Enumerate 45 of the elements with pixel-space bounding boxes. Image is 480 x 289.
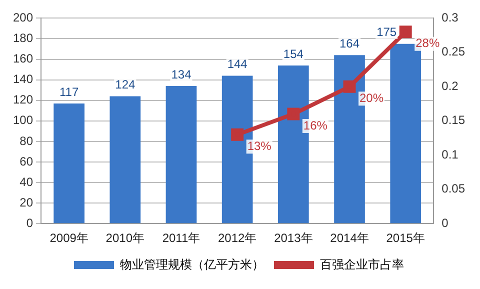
point [343, 80, 356, 93]
point [399, 26, 412, 38]
x-tick-label: 2012年 [218, 231, 257, 246]
x-tick-label: 2009年 [50, 231, 88, 246]
y2-tick-label: 0.05 [442, 182, 466, 196]
bar [110, 96, 141, 224]
y2-tick-label: 0 [442, 216, 449, 230]
y-tick-label: 180 [12, 31, 34, 46]
data-label: 20% [360, 90, 384, 105]
x-tick-label: 2013年 [274, 231, 313, 246]
y-tick-label: 140 [12, 72, 34, 86]
y-tick-label: 160 [12, 52, 34, 66]
x-tick-label: 2015年 [386, 231, 425, 246]
point [287, 108, 300, 120]
bar [166, 86, 197, 224]
y2-tick-label: 0.2 [442, 78, 459, 93]
data-label: 144 [227, 57, 248, 72]
y-tick-label: 120 [12, 92, 34, 107]
y-tick-label: 80 [20, 134, 34, 148]
data-label: 16% [303, 118, 328, 132]
x-tick-label: 2011年 [162, 231, 200, 246]
y2-tick-label: 0.25 [442, 44, 466, 59]
x-tick-label: 2014年 [330, 231, 369, 246]
y2-tick-label: 0.15 [442, 113, 466, 128]
y-tick-label: 40 [20, 174, 34, 189]
data-label: 28% [416, 36, 440, 50]
data-label: 164 [340, 36, 360, 50]
y-tick-label: 100 [12, 113, 34, 128]
y-tick-label: 60 [20, 154, 34, 168]
y-tick-label: 0 [26, 216, 34, 230]
legend-label: 百强企业市占率 [320, 257, 404, 272]
data-label: 134 [171, 67, 192, 82]
point [231, 128, 244, 141]
data-label: 154 [283, 46, 304, 61]
y2-tick-label: 0.3 [442, 10, 459, 25]
bar [54, 103, 84, 224]
data-label: 117 [60, 84, 79, 99]
x-tick-label: 2010年 [106, 231, 145, 246]
legend-label: 物业管理规模（亿平方米） [120, 257, 264, 272]
data-label: 124 [115, 78, 136, 92]
y-tick-label: 20 [20, 195, 34, 210]
y-tick-label: 200 [12, 10, 34, 25]
data-label: 13% [247, 138, 272, 153]
y2-tick-label: 0.1 [442, 147, 459, 162]
data-label: 175 [376, 25, 397, 40]
